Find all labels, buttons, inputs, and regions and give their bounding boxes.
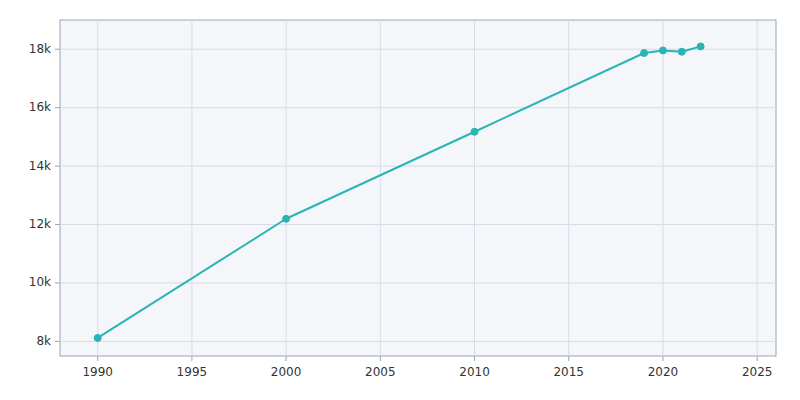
marker [94,334,101,341]
x-grid-line [662,20,663,356]
axes: 8k 10k 12k 14k 16k 18k 1990 1995 2000 2005 2010 201… [29,42,773,379]
y-tick [55,49,60,50]
x-tick [662,356,663,361]
x-grid-line [97,20,98,356]
marker [659,47,666,54]
y-tick-label: 8k [36,334,51,348]
x-tick [191,356,192,361]
y-grid-line [60,282,776,283]
x-tick-label: 2025 [742,365,773,379]
x-tick [380,356,381,361]
y-tick [55,166,60,167]
x-tick-label: 1990 [82,365,113,379]
x-tick-label: 2000 [271,365,302,379]
x-tick-label: 2005 [365,365,396,379]
x-tick [568,356,569,361]
y-grid-line [60,49,776,50]
marker [697,43,704,50]
marker [283,215,290,222]
x-tick-label: 2020 [648,365,679,379]
y-tick [55,107,60,108]
y-grid-line [60,224,776,225]
y-grid-line [60,166,776,167]
x-tick [757,356,758,361]
x-grid-line [474,20,475,356]
series [94,43,704,342]
chart: 8k 10k 12k 14k 16k 18k 1990 1995 2000 2005 2010 201… [0,0,800,400]
x-grid-line [380,20,381,356]
x-grid-line [757,20,758,356]
x-grid-line [286,20,287,356]
x-tick [286,356,287,361]
y-tick-label: 10k [29,275,51,289]
y-tick [55,282,60,283]
grid [60,20,776,356]
y-tick-label: 18k [29,42,51,56]
line [98,46,701,338]
marker [641,49,648,56]
y-grid-line [60,107,776,108]
chart-container: 8k 10k 12k 14k 16k 18k 1990 1995 2000 2005 2010 201… [0,0,800,400]
x-grid-line [191,20,192,356]
y-tick-label: 12k [29,217,51,231]
y-tick [55,224,60,225]
plot-frame [60,20,776,356]
marker [471,128,478,135]
x-tick [474,356,475,361]
y-tick-label: 14k [29,159,51,173]
x-tick [97,356,98,361]
x-tick-label: 1995 [177,365,208,379]
x-tick-label: 2010 [459,365,490,379]
marker [678,48,685,55]
y-tick-label: 16k [29,100,51,114]
x-tick-label: 2015 [553,365,584,379]
y-grid-line [60,341,776,342]
y-tick [55,341,60,342]
x-grid-line [568,20,569,356]
